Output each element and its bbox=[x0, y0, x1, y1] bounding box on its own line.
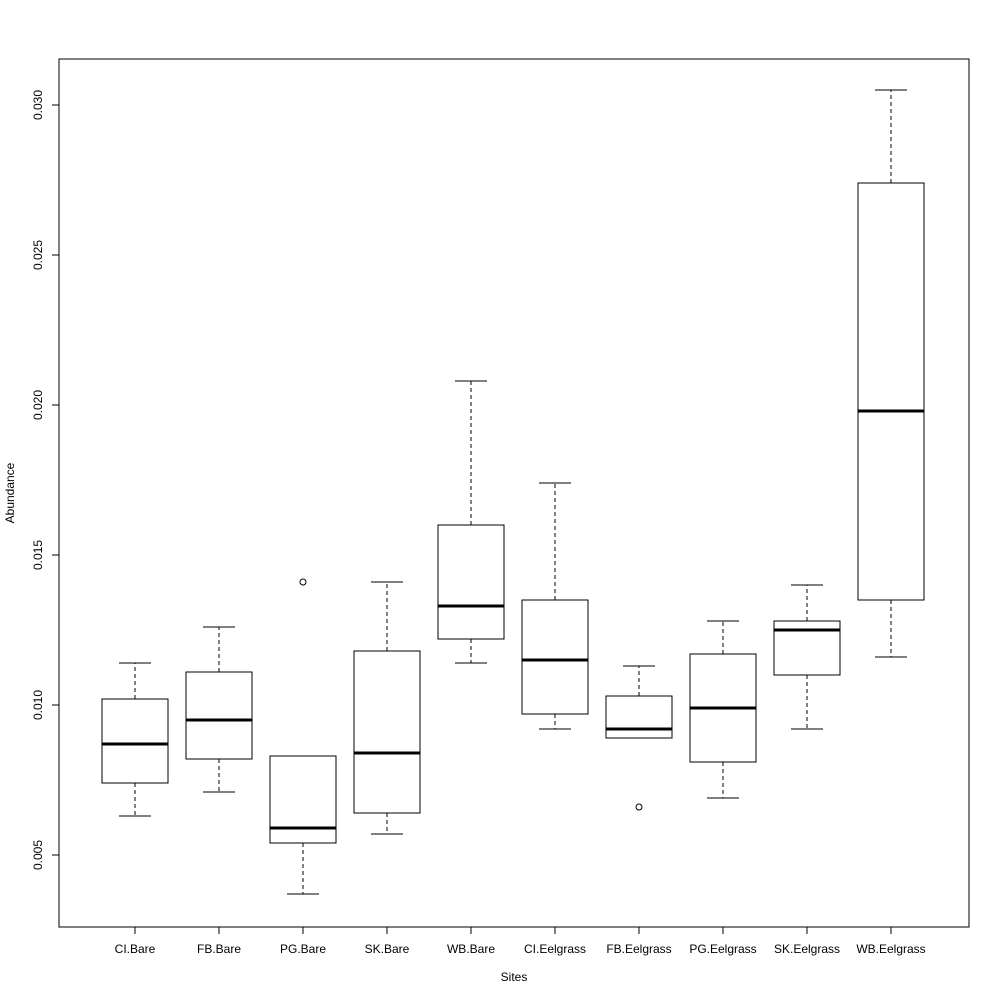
iqr-box bbox=[353, 650, 421, 814]
box-PG.Eelgrass bbox=[689, 620, 757, 799]
y-tick-label: 0.020 bbox=[31, 390, 45, 420]
box-CI.Bare bbox=[101, 662, 169, 817]
y-tick-label: 0.010 bbox=[31, 690, 45, 720]
box-PG.Bare bbox=[269, 578, 337, 895]
x-tick-label: FB.Eelgrass bbox=[606, 942, 671, 956]
box-WB.Bare bbox=[437, 380, 505, 664]
x-axis: CI.Bare FB.Bare PG.Bare SK.Bare WB.Bare CI.Ee… bbox=[115, 927, 926, 956]
x-tick-label: WB.Eelgrass bbox=[856, 942, 925, 956]
y-tick-label: 0.025 bbox=[31, 240, 45, 270]
box-SK.Eelgrass bbox=[773, 584, 841, 730]
box-FB.Eelgrass bbox=[605, 665, 673, 811]
x-axis-title: Sites bbox=[501, 970, 528, 984]
x-tick-label: SK.Eelgrass bbox=[774, 942, 840, 956]
x-tick-label: PG.Eelgrass bbox=[689, 942, 756, 956]
iqr-box bbox=[521, 599, 589, 715]
x-tick-label: PG.Bare bbox=[280, 942, 326, 956]
outlier-point bbox=[635, 803, 643, 811]
x-tick-label: SK.Bare bbox=[365, 942, 410, 956]
iqr-box bbox=[437, 524, 505, 640]
y-tick-label: 0.015 bbox=[31, 540, 45, 570]
iqr-box bbox=[101, 698, 169, 784]
x-tick-label: CI.Eelgrass bbox=[524, 942, 586, 956]
y-axis-title: Abundance bbox=[3, 462, 17, 523]
iqr-box bbox=[185, 671, 253, 760]
plot-frame bbox=[58, 58, 970, 928]
iqr-box bbox=[857, 182, 925, 601]
box-WB.Eelgrass bbox=[857, 89, 925, 658]
box-FB.Bare bbox=[185, 626, 253, 793]
y-tick-label: 0.005 bbox=[31, 840, 45, 870]
box-CI.Eelgrass bbox=[521, 482, 589, 730]
x-tick-label: FB.Bare bbox=[197, 942, 241, 956]
x-tick-label: CI.Bare bbox=[115, 942, 156, 956]
box-SK.Bare bbox=[353, 581, 421, 835]
x-tick-label: WB.Bare bbox=[447, 942, 495, 956]
iqr-box bbox=[269, 755, 337, 844]
y-axis: 0.005 0.010 0.015 0.020 0.025 0.030 bbox=[31, 90, 59, 870]
y-tick-label: 0.030 bbox=[31, 90, 45, 120]
boxes-group bbox=[101, 89, 925, 895]
outlier-point bbox=[299, 578, 307, 586]
iqr-box bbox=[605, 695, 673, 739]
